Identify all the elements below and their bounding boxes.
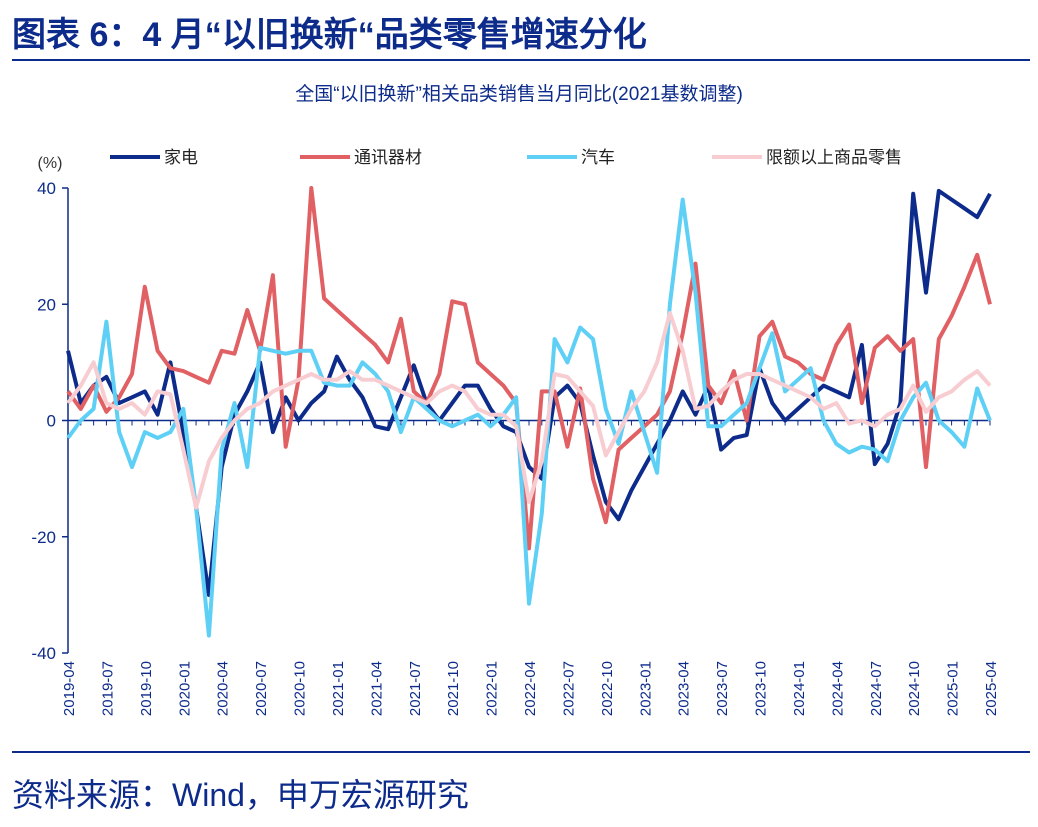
x-tick-label: 2019-07	[99, 661, 116, 716]
chart-title: 全国“以旧换新”相关品类销售当月同比(2021基数调整)	[295, 83, 743, 105]
legend-label: 汽车	[581, 148, 615, 167]
x-tick-label: 2021-07	[407, 661, 424, 716]
x-tick-label: 2020-10	[292, 661, 309, 716]
y-tick-label: 40	[37, 179, 56, 198]
page-title: 图表 6：4 月“以旧换新“品类零售增速分化	[12, 16, 647, 54]
x-tick-label: 2020-01	[176, 661, 193, 716]
legend-label: 限额以上商品零售	[766, 148, 902, 167]
x-tick-label: 2020-07	[253, 661, 270, 716]
x-tick-label: 2022-01	[484, 661, 501, 716]
x-tick-label: 2024-04	[829, 661, 846, 716]
x-tick-label: 2024-10	[906, 661, 923, 716]
x-tick-label: 2021-01	[330, 661, 347, 716]
x-tick-label: 2022-10	[599, 661, 616, 716]
x-tick-label: 2022-04	[522, 661, 539, 716]
x-tick-label: 2021-04	[368, 661, 385, 716]
x-tick-label: 2024-01	[791, 661, 808, 716]
x-tick-label: 2020-04	[215, 661, 232, 716]
source: 资料来源：Wind，申万宏源研究	[12, 777, 469, 813]
x-tick-label: 2023-01	[637, 661, 654, 716]
y-axis-label: (%)	[38, 155, 63, 172]
legend-label: 家电	[164, 148, 198, 167]
x-tick-label: 2025-04	[983, 661, 1000, 716]
x-tick-label: 2019-10	[138, 661, 155, 716]
legend-label: 通讯器材	[354, 148, 422, 167]
y-tick-label: 20	[37, 295, 56, 314]
x-tick-label: 2025-01	[945, 661, 962, 716]
y-tick-label: -20	[31, 528, 56, 547]
series-line	[66, 186, 992, 551]
series-line	[66, 197, 992, 638]
x-tick-label: 2023-04	[676, 661, 693, 716]
x-tick-label: 2024-07	[868, 661, 885, 716]
x-tick-label: 2021-10	[445, 661, 462, 716]
x-tick-label: 2022-07	[560, 661, 577, 716]
x-tick-label: 2023-07	[714, 661, 731, 716]
x-tick-label: 2019-04	[61, 661, 78, 716]
y-tick-label: -40	[31, 644, 56, 663]
y-tick-label: 0	[47, 412, 56, 431]
x-tick-label: 2023-10	[753, 661, 770, 716]
series-line	[66, 311, 992, 510]
